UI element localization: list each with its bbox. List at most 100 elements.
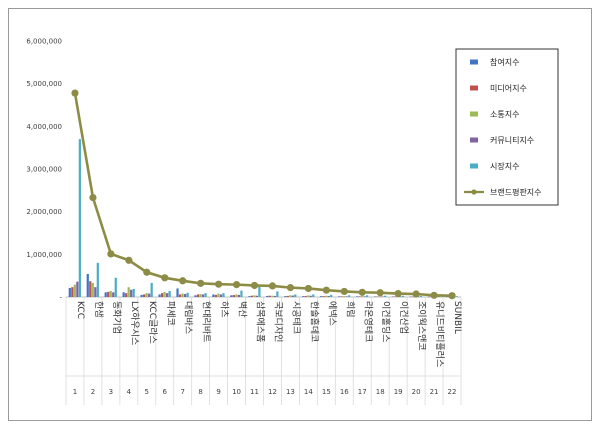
bar-커뮤니티지수 [417, 296, 420, 298]
x-category-label: 벽산 [237, 301, 248, 318]
x-category-label: 이건산업 [398, 301, 409, 334]
x-index-label: 21 [430, 388, 439, 396]
bar-시장지수 [312, 294, 315, 297]
bar-시장지수 [240, 290, 243, 297]
bar-참여지수 [409, 296, 413, 298]
y-tick-label: 3,000,000 [26, 166, 62, 174]
x-index-label: 4 [127, 388, 132, 396]
bar-시장지수 [96, 262, 99, 297]
bar-참여지수 [158, 294, 161, 297]
x-category-label: KCC [75, 301, 85, 319]
bar-커뮤니티지수 [94, 287, 97, 297]
line-point [89, 193, 97, 202]
line-point [268, 282, 277, 290]
line-point [125, 256, 133, 264]
bar-소통지수 [325, 295, 328, 297]
bar-참여지수 [176, 288, 179, 297]
bar-시장지수 [204, 293, 207, 297]
x-index-label: 14 [304, 388, 313, 396]
bar-미디어지수 [214, 294, 218, 297]
x-index-label: 9 [216, 388, 220, 396]
bar-시장지수 [222, 293, 225, 297]
bar-미디어지수 [178, 294, 182, 297]
x-index-label: 15 [322, 388, 331, 396]
legend-swatch [470, 85, 478, 91]
bar-시장지수 [150, 282, 153, 297]
bar-시장지수 [330, 294, 333, 297]
bar-참여지수 [230, 295, 233, 297]
line-point [376, 289, 384, 297]
line-point [322, 286, 330, 294]
bar-소통지수 [360, 296, 364, 297]
x-index-label: 11 [250, 388, 259, 396]
bar-시장지수 [383, 295, 387, 297]
bar-참여지수 [212, 294, 215, 297]
x-category-label: 하츠 [219, 301, 230, 318]
x-category-label: 에넥스 [326, 301, 337, 326]
bar-참여지수 [302, 296, 305, 297]
line-point [71, 89, 79, 97]
x-index-label: 5 [145, 388, 149, 396]
line-point [143, 268, 151, 276]
legend-label: 소통지수 [490, 110, 519, 119]
bar-시장지수 [78, 139, 81, 297]
bar-참여지수 [445, 296, 448, 298]
bar-커뮤니티지수 [166, 293, 169, 297]
x-index-label: 22 [448, 388, 457, 396]
bar-커뮤니티지수 [309, 295, 312, 297]
bar-참여지수 [194, 295, 197, 297]
bar-커뮤니티지수 [112, 292, 115, 297]
bar-소통지수 [127, 287, 130, 297]
bar-시장지수 [132, 288, 135, 297]
x-index-label: 6 [163, 388, 168, 396]
bar-시장지수 [294, 294, 297, 297]
x-category-label: SUNBIL [452, 301, 462, 334]
y-tick-label: 6,000,000 [26, 38, 62, 46]
brand-reputation-chart: - 1,000,000 2,000,000 3,000,000 4,000,000 5,0… [26, 38, 559, 405]
y-tick-label: 4,000,000 [26, 123, 62, 131]
x-category-label: 유니드비티플러스 [434, 301, 445, 367]
bar-시장지수 [419, 295, 423, 297]
bar-미디어지수 [268, 295, 271, 297]
bar-참여지수 [391, 296, 395, 297]
bar-소통지수 [235, 294, 238, 297]
bar-미디어지수 [160, 293, 164, 297]
bar-참여지수 [284, 296, 287, 297]
x-index-label: 13 [286, 388, 295, 396]
bar-시장지수 [276, 291, 279, 297]
legend-box [455, 48, 559, 206]
bar-커뮤니티지수 [399, 296, 402, 297]
bar-커뮤니티지수 [291, 295, 294, 297]
bar-참여지수 [266, 295, 269, 297]
y-tick-label: 2,000,000 [26, 208, 62, 216]
legend-swatch [470, 163, 478, 169]
y-tick-label: 1,000,000 [26, 251, 62, 259]
legend-marker [471, 189, 477, 195]
bar-미디어지수 [340, 296, 343, 297]
bar-미디어지수 [322, 296, 325, 297]
x-index-label: 20 [412, 388, 421, 396]
bar-시장지수 [348, 295, 351, 297]
x-category-label: 파세코 [165, 301, 176, 326]
line-point [412, 290, 420, 298]
bar-커뮤니티지수 [219, 294, 223, 297]
line-point [250, 281, 259, 290]
line-브랜드평판지수 [73, 92, 453, 298]
x-category-label: 희림 [344, 301, 356, 318]
bar-시장지수 [168, 291, 171, 297]
x-category-label: KCC글라스 [147, 301, 158, 344]
bar-커뮤니티지수 [327, 295, 330, 297]
line-point [448, 292, 456, 300]
x-category-label: 조이웍스앤코 [416, 301, 427, 351]
bar-참여지수 [248, 296, 251, 297]
x-index-label: 19 [394, 388, 403, 396]
bar-소통지수 [253, 295, 256, 297]
line-point [394, 289, 402, 298]
bar-미디어지수 [196, 294, 200, 297]
x-category-label: 시공테크 [290, 301, 301, 334]
bar-미디어지수 [358, 296, 361, 297]
bar-참여지수 [140, 294, 143, 297]
bar-참여지수 [338, 296, 341, 297]
bar-미디어지수 [376, 296, 379, 297]
x-category-label: 동화기업 [111, 301, 122, 334]
